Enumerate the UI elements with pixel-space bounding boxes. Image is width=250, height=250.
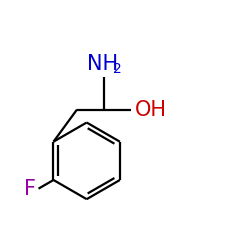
Text: F: F (24, 179, 36, 199)
Text: 2: 2 (113, 62, 122, 76)
Text: OH: OH (135, 100, 167, 119)
Text: NH: NH (88, 54, 118, 74)
